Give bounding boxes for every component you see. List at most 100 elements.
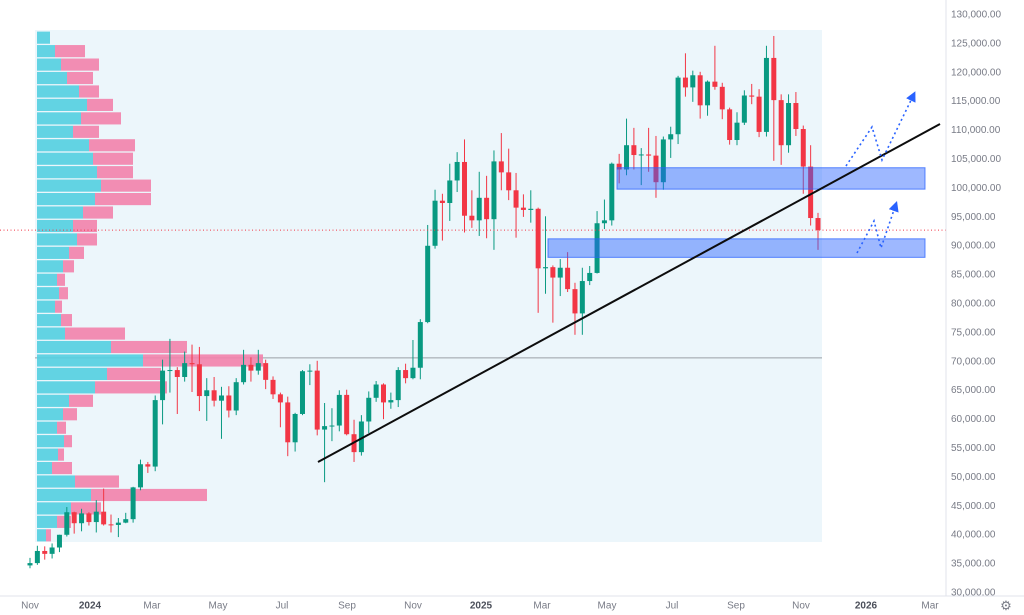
volume-profile-buy-bar (37, 206, 83, 219)
candle-body (226, 395, 232, 411)
volume-profile-buy-bar (37, 340, 111, 354)
time-axis-month-label: Mar (921, 601, 939, 612)
candle-body (270, 379, 276, 395)
volume-profile-sell-bar (95, 193, 151, 206)
time-axis-month-label: Sep (338, 601, 356, 612)
volume-profile-buy-bar (37, 408, 63, 421)
time-axis-month-label: Jul (666, 601, 679, 612)
candle-body (506, 172, 512, 191)
volume-profile-sell-bar (57, 273, 65, 286)
candle-body (808, 166, 814, 219)
candle-body (631, 145, 637, 156)
volume-profile-buy-bar (37, 435, 64, 448)
volume-profile-sell-bar (58, 448, 64, 461)
candle-body (520, 207, 526, 210)
candle-body (771, 57, 777, 101)
candle-body (675, 77, 681, 135)
time-axis-month-label: Mar (533, 601, 551, 612)
candle-body (115, 522, 121, 525)
volume-profile-buy-bar (37, 448, 58, 461)
gear-icon[interactable]: ⚙ (995, 597, 1017, 615)
volume-profile-sell-bar (95, 381, 167, 394)
candle-body (403, 370, 409, 379)
candle-body (550, 267, 556, 278)
candle-body (668, 134, 674, 140)
candle-body (425, 245, 431, 323)
candle-body (285, 402, 291, 443)
candle-body (439, 200, 445, 204)
candle-body (528, 208, 534, 210)
candle-body (454, 161, 460, 181)
projection-arrow-drawing[interactable] (845, 91, 916, 167)
candle-body (763, 57, 769, 132)
volume-profile-sell-bar (65, 327, 125, 340)
volume-profile-buy-bar (37, 219, 73, 233)
volume-profile-buy-bar (37, 502, 71, 515)
candle-body (565, 267, 571, 290)
candle-body (130, 487, 136, 520)
candle-body (299, 371, 305, 414)
candle-body (56, 534, 62, 548)
price-axis-label: 60,000.00 (951, 414, 996, 425)
price-axis-label: 130,000.00 (951, 10, 1001, 21)
volume-profile-buy-bar (37, 394, 69, 407)
candle-body (535, 208, 541, 269)
candle-body (609, 163, 615, 221)
candle-body (71, 512, 77, 524)
candle-body (638, 154, 644, 156)
candle-body (380, 384, 386, 403)
candle-body (734, 122, 740, 141)
candle-body (167, 370, 173, 372)
candle-body (491, 161, 497, 220)
price-axis-label: 55,000.00 (951, 443, 996, 454)
candle-body (800, 129, 806, 167)
volume-profile-sell-bar (89, 139, 135, 152)
candle-body (624, 145, 630, 170)
volume-profile-buy-bar (37, 354, 143, 367)
volume-profile-buy-bar (37, 260, 63, 273)
volume-profile-sell-bar (67, 71, 93, 85)
volume-profile-sell-bar (55, 45, 85, 58)
demand-zone-89k[interactable] (547, 238, 926, 258)
volume-profile-buy-bar (37, 139, 89, 152)
volume-profile-sell-bar (63, 408, 77, 421)
volume-profile-sell-bar (55, 300, 62, 313)
volume-profile-sell-bar (93, 152, 133, 165)
candle-body (719, 86, 725, 110)
candle-body (292, 413, 298, 443)
price-axis-label: 115,000.00 (951, 96, 1001, 107)
price-axis-label: 110,000.00 (951, 125, 1001, 136)
candle-body (174, 370, 180, 377)
candle-body (712, 81, 718, 87)
volume-profile-buy-bar (37, 381, 95, 394)
volume-profile-buy-bar (37, 152, 93, 165)
candle-body (587, 272, 593, 282)
candle-body (49, 547, 55, 554)
price-axis-label: 100,000.00 (951, 183, 1001, 194)
time-axis[interactable]: Nov 2024 Mar May Jul Sep Nov 2025 Mar May Jul Sep No… (21, 601, 939, 612)
projection-arrow-drawing[interactable] (856, 201, 899, 254)
time-axis-month-label: Nov (21, 601, 39, 612)
ascending-trendline-drawing[interactable] (317, 123, 941, 463)
candle-body (86, 513, 92, 523)
volume-profile-buy-bar (37, 85, 79, 98)
price-axis-label: 95,000.00 (951, 212, 996, 223)
price-axis-label: 120,000.00 (951, 67, 1001, 78)
volume-profile-buy-bar (37, 300, 55, 313)
price-axis-label: 75,000.00 (951, 327, 996, 338)
candle-body (182, 363, 188, 377)
resistance-zone-100k[interactable] (616, 167, 926, 190)
price-axis[interactable]: 130,000.00 125,000.00 120,000.00 115,000.00… (951, 10, 1001, 599)
candle-body (64, 512, 70, 535)
candle-body (476, 197, 482, 221)
volume-profile-buy-bar (37, 273, 57, 286)
price-axis-label: 105,000.00 (951, 154, 1001, 165)
volume-profile-buy-bar (37, 45, 55, 58)
candle-body (660, 139, 666, 183)
volume-profile-buy-bar (37, 515, 57, 528)
volume-profile-buy-bar (37, 367, 107, 380)
volume-profile-buy-bar (37, 31, 50, 44)
candle-body (601, 220, 607, 224)
